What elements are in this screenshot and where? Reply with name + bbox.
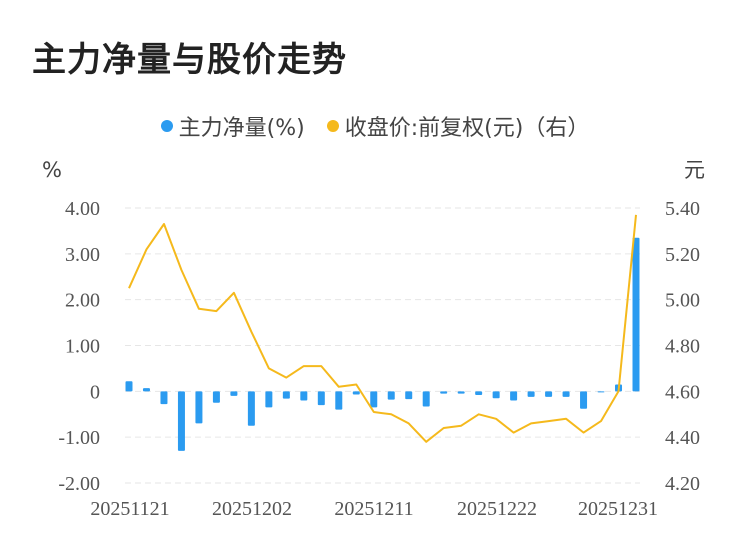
bar bbox=[475, 391, 483, 395]
y-left-unit: % bbox=[42, 158, 62, 182]
bar bbox=[492, 391, 500, 399]
legend-dot-icon bbox=[160, 120, 173, 132]
bar bbox=[580, 391, 588, 409]
bar bbox=[282, 391, 290, 399]
y-left-tick-label: 4.00 bbox=[65, 198, 100, 220]
bar bbox=[597, 391, 605, 393]
bar bbox=[160, 391, 168, 405]
bar bbox=[230, 391, 238, 396]
legend-item-net-volume[interactable]: 主力净量(%) bbox=[160, 110, 305, 142]
y-right-tick-label: 4.80 bbox=[665, 336, 700, 358]
bar bbox=[142, 388, 150, 392]
y-left-tick-label: -1.00 bbox=[58, 427, 100, 449]
bar bbox=[335, 391, 343, 410]
bar bbox=[422, 391, 430, 407]
y-right-tick-label: 4.20 bbox=[665, 473, 700, 495]
bar bbox=[632, 237, 640, 392]
bar bbox=[195, 391, 203, 424]
legend-item-close-price[interactable]: 收盘价:前复权(元)（右） bbox=[326, 110, 590, 142]
x-tick-label: 20251211 bbox=[334, 498, 413, 520]
bar bbox=[527, 391, 535, 397]
x-tick-label: 20251202 bbox=[212, 498, 292, 520]
y-left-tick-label: 2.00 bbox=[65, 290, 100, 312]
x-tick-label: 20251222 bbox=[457, 498, 537, 520]
bar bbox=[300, 391, 308, 401]
bar bbox=[177, 391, 185, 451]
y-left-tick-label: 3.00 bbox=[65, 244, 100, 266]
y-right-tick-label: 5.20 bbox=[665, 244, 700, 266]
legend-label: 收盘价:前复权(元)（右） bbox=[344, 116, 590, 141]
series-line-close-price bbox=[128, 214, 637, 443]
bar bbox=[352, 391, 360, 395]
bar bbox=[457, 391, 465, 394]
bar bbox=[545, 391, 553, 397]
bar bbox=[510, 391, 518, 401]
y-right-tick-label: 5.40 bbox=[665, 198, 700, 220]
bar bbox=[405, 391, 413, 400]
y-right-tick-label: 4.40 bbox=[665, 427, 700, 449]
bar bbox=[440, 391, 448, 394]
bar bbox=[387, 391, 395, 400]
bar bbox=[370, 391, 378, 408]
y-right-tick-label: 4.60 bbox=[665, 381, 700, 403]
y-right-unit: 元 bbox=[684, 158, 705, 182]
y-left-tick-label: 0 bbox=[90, 381, 100, 403]
y-left-tick-label: -2.00 bbox=[58, 473, 100, 495]
x-tick-label: 20251121 bbox=[90, 498, 169, 520]
y-left-tick-label: 1.00 bbox=[65, 336, 100, 358]
chart-title: 主力净量与股价走势 bbox=[32, 40, 347, 80]
bar bbox=[317, 391, 325, 406]
x-tick-label: 20251231 bbox=[578, 498, 658, 520]
legend-label: 主力净量(%) bbox=[178, 116, 305, 141]
bar bbox=[562, 391, 570, 397]
legend: 主力净量(%) 收盘价:前复权(元)（右） bbox=[0, 110, 750, 142]
legend-dot-icon bbox=[326, 120, 339, 132]
y-right-tick-label: 5.00 bbox=[665, 290, 700, 312]
bar bbox=[125, 381, 133, 392]
bar bbox=[212, 391, 220, 403]
bar bbox=[247, 391, 255, 426]
bar bbox=[265, 391, 273, 408]
